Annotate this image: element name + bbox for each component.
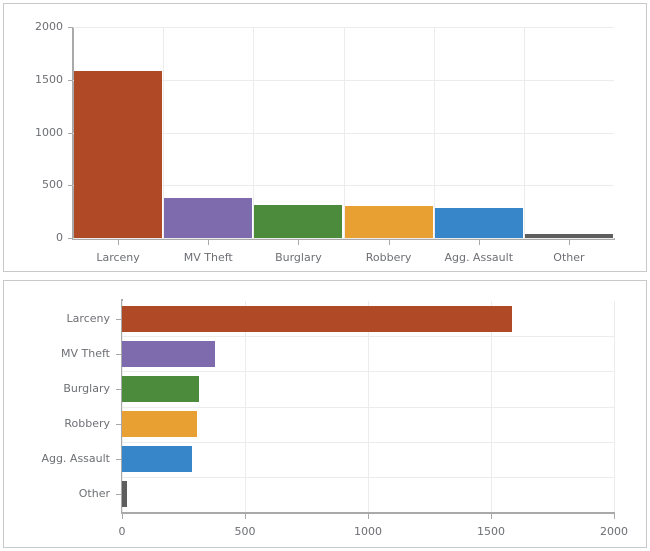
x-tick-mark [118,239,120,245]
y-tick-mark [116,459,122,461]
gridline-horizontal [73,238,614,239]
y-tick-mark [116,318,122,320]
y-tick-label: Burglary [63,381,110,395]
bar-other [524,234,613,238]
bar-larceny [74,70,163,238]
bar-robbery [122,411,198,438]
y-tick-mark [68,27,73,28]
bar-robbery [344,205,433,238]
y-tick-mark [68,185,73,187]
y-tick-mark [116,388,122,390]
x-tick-mark [298,239,300,245]
bar-mv-theft [122,340,216,367]
x-tick-label: MV Theft [183,251,233,264]
x-tick-mark [388,239,390,245]
x-tick-label: 1000 [354,525,382,538]
x-tick-label: Agg. Assault [444,251,514,264]
x-tick-mark [568,239,570,245]
vertical-bar-chart-panel: 0 500 1000 1500 2000 Larceny MV Theft Burglary… [3,3,647,272]
bar-other [122,481,127,508]
gridline-vertical [523,27,525,238]
y-tick-label: 1000 [35,125,63,139]
gridline-horizontal [122,336,614,338]
bar-burglary [122,375,200,402]
gridline-vertical [163,27,165,238]
vertical-chart-plot-wrapper: 0 500 1000 1500 2000 Larceny MV Theft Burglary… [4,4,646,271]
gridline-vertical [343,27,345,238]
x-tick-mark [478,239,480,245]
x-tick-mark [491,513,492,519]
y-tick-label: Robbery [64,417,110,431]
x-tick-label: 2000 [600,525,628,538]
x-tick-mark [122,513,123,519]
bar-mv-theft [164,197,253,238]
x-tick-label: Larceny [96,251,140,264]
gridline-horizontal [122,476,614,478]
gridline-horizontal [122,406,614,408]
y-tick-mark [68,238,73,239]
x-tick-mark [208,239,210,245]
x-tick-label: Other [553,251,585,264]
y-tick-mark [116,424,122,426]
x-tick-label: 1500 [477,525,505,538]
y-tick-mark [116,353,122,355]
bar-larceny [122,305,512,332]
x-tick-label: Burglary [275,251,322,264]
y-tick-mark [116,494,122,496]
y-tick-mark [68,79,73,81]
y-tick-label: MV Theft [61,346,110,360]
gridline-horizontal [122,441,614,443]
y-tick-label: Agg. Assault [41,452,110,466]
x-tick-label: 500 [234,525,256,538]
bar-agg-assault [122,446,192,473]
y-tick-label: 0 [56,231,63,244]
gridline-vertical [253,27,255,238]
y-tick-label: 1500 [35,72,63,86]
y-tick-label: 2000 [35,20,63,33]
vertical-chart-plot-area [68,27,615,245]
horizontal-chart-plot-wrapper: Larceny MV Theft Burglary Robbery Agg. Assau… [4,281,646,547]
y-tick-mark [68,132,73,134]
bar-agg-assault [434,208,523,238]
vertical-chart-x-axis-line [72,238,615,240]
y-tick-label: 500 [42,178,63,192]
gridline-vertical [433,27,435,238]
horizontal-bar-chart-panel: Larceny MV Theft Burglary Robbery Agg. Assau… [3,280,647,548]
bar-burglary [254,204,343,238]
x-tick-mark [614,513,615,519]
horizontal-chart-plot-area [116,299,615,519]
y-tick-label: Other [78,487,110,501]
y-tick-label: Larceny [66,311,110,325]
gridline-horizontal [122,371,614,373]
x-tick-mark [245,513,246,519]
x-tick-label: 0 [118,525,126,538]
x-tick-mark [368,513,369,519]
x-tick-label: Robbery [365,251,412,264]
gridline-vertical [614,301,615,512]
